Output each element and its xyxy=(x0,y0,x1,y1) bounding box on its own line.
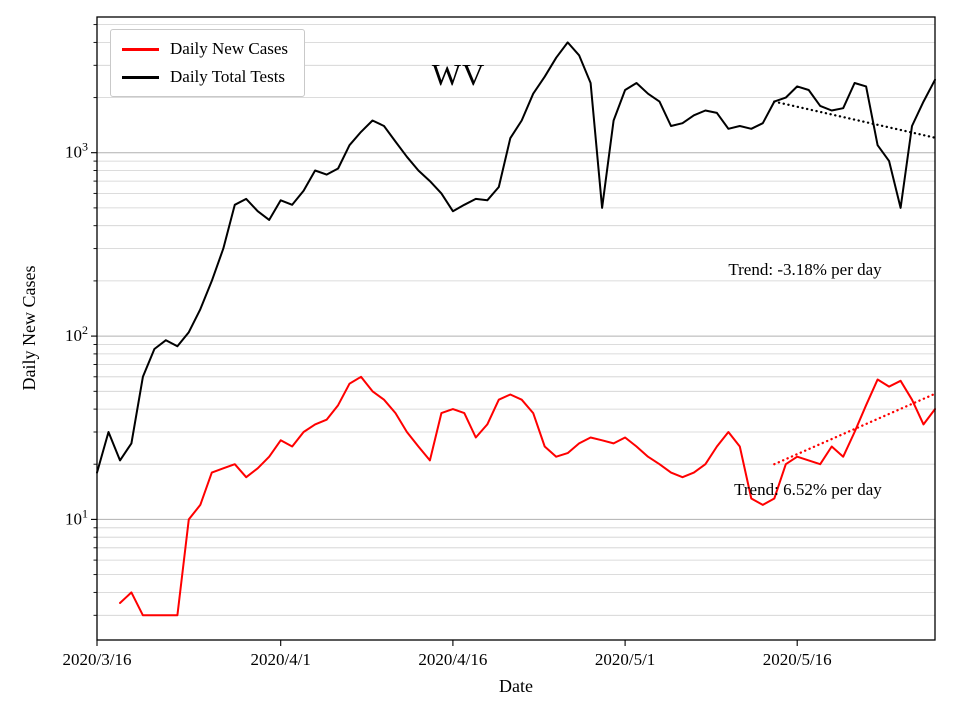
y-tick-label: 102 xyxy=(65,323,88,345)
legend: Daily New Cases Daily Total Tests xyxy=(110,29,306,98)
trend-line-daily-new-cases xyxy=(773,392,937,466)
series-line-daily-new-cases xyxy=(119,375,936,617)
trend-tests-annotation: Trend: -3.18% per day xyxy=(728,259,882,279)
state-annotation: WV xyxy=(431,56,486,92)
x-tick-label: 2020/5/1 xyxy=(595,650,655,669)
y-axis-title: Daily New Cases xyxy=(19,265,39,391)
plot-border xyxy=(96,16,936,641)
x-tick-label: 2020/3/16 xyxy=(63,650,132,669)
x-axis-title: Date xyxy=(499,676,533,696)
x-tick-label: 2020/4/1 xyxy=(250,650,310,669)
trend-cases-annotation: Trend: 6.52% per day xyxy=(734,479,882,499)
legend-line-sample-black-icon xyxy=(122,75,159,79)
legend-label-daily-total-tests: Daily Total Tests xyxy=(170,66,286,86)
y-tick-label: 101 xyxy=(65,506,88,528)
legend-entry-daily-new-cases: Daily New Cases xyxy=(122,39,289,59)
legend-label-daily-new-cases: Daily New Cases xyxy=(170,39,289,58)
trend-line-daily-total-tests xyxy=(773,100,937,139)
series-line-daily-total-tests xyxy=(96,41,936,474)
legend-line-sample-red-icon xyxy=(122,47,159,51)
x-tick-label: 2020/4/16 xyxy=(418,650,487,669)
y-tick-label: 103 xyxy=(65,140,88,162)
legend-entry-daily-total-tests: Daily Total Tests xyxy=(122,66,288,87)
x-tick-label: 2020/5/16 xyxy=(763,650,832,669)
